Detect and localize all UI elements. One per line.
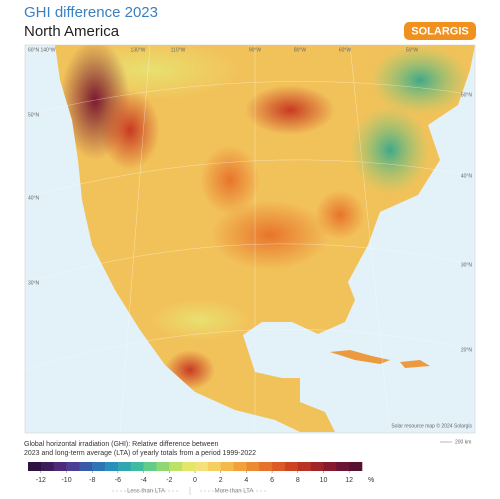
latitude-label: 50°N — [28, 112, 40, 118]
colorbar-tick-label: 12 — [345, 477, 353, 484]
colorbar-segment — [143, 462, 157, 471]
colorbar-segment — [156, 462, 170, 471]
latitude-label: 20°N — [461, 347, 473, 353]
colorbar-unit: % — [368, 477, 374, 484]
legend-description: 2023 and long-term average (LTA) of year… — [24, 450, 256, 457]
colorbar-tick-label: 2 — [219, 477, 223, 484]
colorbar-segment — [207, 462, 221, 471]
colorbar-tick-label: 0 — [193, 477, 197, 484]
map-frame — [24, 44, 476, 434]
less-label: Less than LTA — [127, 489, 165, 495]
logo-badge — [404, 22, 476, 40]
colorbar: -12 -10 -8 -6 -4 -2 0 2 4 6 8 10 12% — [28, 462, 374, 484]
colorbar-segment — [323, 462, 337, 471]
islands — [330, 350, 430, 368]
latitude-label: 30°N — [461, 262, 473, 268]
longitude-label: 50°W — [406, 47, 419, 53]
credit: Solar resource map © 2024 Solargis — [391, 422, 472, 429]
colorbar-segment — [310, 462, 324, 471]
longitude-label: 60°W — [339, 47, 352, 53]
colorbar-segment — [182, 462, 196, 471]
colorbar-tick-label: 8 — [296, 477, 300, 484]
latitude-label: 60°N — [28, 47, 40, 53]
lta-arrows — [112, 487, 268, 495]
colorbar-segment — [220, 462, 234, 471]
colorbar-segment — [297, 462, 311, 471]
colorbar-segment — [246, 462, 260, 471]
colorbar-tick-label: 4 — [244, 477, 248, 484]
title: GHI difference 2023 — [24, 4, 158, 21]
more-label: More than LTA — [215, 489, 254, 495]
longitude-label: 110°W — [171, 47, 186, 53]
colorbar-segment — [28, 462, 42, 471]
colorbar-segment — [169, 462, 183, 471]
scale-bar-label: 200 km — [455, 439, 471, 445]
colorbar-tick-label: -2 — [166, 477, 172, 484]
longitude-label: 130°W — [130, 47, 145, 53]
latitude-label: 30°N — [28, 280, 40, 286]
logo: SOLARGIS — [411, 25, 468, 37]
colorbar-segment — [272, 462, 286, 471]
colorbar-segment — [130, 462, 144, 471]
colorbar-segment — [117, 462, 132, 471]
subtitle: North America — [24, 23, 120, 40]
longitude-label: 140°W — [40, 47, 55, 53]
longitude-label: 90°W — [249, 47, 262, 53]
colorbar-tick-label: -8 — [89, 477, 95, 484]
colorbar-tick-label: -12 — [36, 477, 46, 484]
colorbar-tick-label: 10 — [320, 477, 328, 484]
colorbar-segment — [66, 462, 80, 471]
colorbar-segment — [53, 462, 67, 471]
colorbar-segment — [233, 462, 247, 471]
colorbar-segment — [92, 462, 106, 471]
colorbar-segment — [40, 462, 54, 471]
colorbar-segment — [349, 462, 363, 471]
colorbar-segment — [284, 462, 299, 471]
colorbar-tick-label: -10 — [61, 477, 71, 484]
colorbar-tick-label: -6 — [115, 477, 121, 484]
colorbar-tick-label: 6 — [270, 477, 274, 484]
longitude-label: 80°W — [294, 47, 307, 53]
map — [25, 45, 475, 433]
colorbar-segment — [79, 462, 93, 471]
colorbar-segment — [259, 462, 273, 471]
latitude-label: 50°N — [461, 92, 473, 98]
latitude-label: 40°N — [461, 173, 473, 179]
colorbar-segment — [336, 462, 350, 471]
colorbar-segment — [195, 462, 209, 471]
graticule — [25, 45, 475, 433]
colorbar-tick-label: -4 — [140, 477, 146, 484]
colorbar-segment — [105, 462, 119, 471]
legend-description: Global horizontal irradiation (GHI): Rel… — [24, 441, 219, 448]
latitude-label: 40°N — [28, 195, 40, 201]
